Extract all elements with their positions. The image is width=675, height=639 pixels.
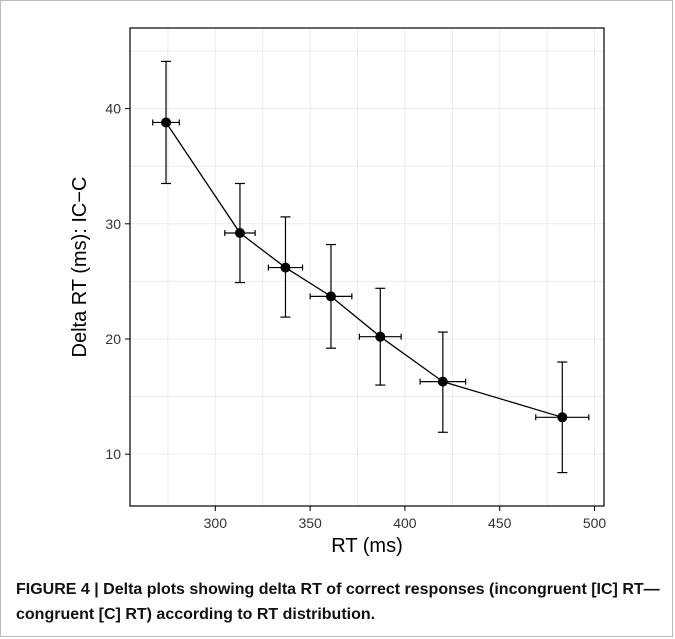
x-tick-label: 350 [298,515,322,531]
grid-lines [130,28,604,506]
axis-ticks: 300 350 400 450 500 10 20 30 40 [105,101,606,531]
data-point [234,228,245,239]
y-tick-label: 40 [105,101,121,117]
x-tick-label: 400 [393,515,417,531]
y-tick-label: 30 [105,216,121,232]
caption-text: Delta plots showing delta RT of correct … [16,581,660,623]
x-axis-label: RT (ms) [331,535,402,557]
y-tick-label: 20 [105,331,121,347]
y-axis-label: Delta RT (ms): IC−C [69,177,91,358]
figure-label: FIGURE 4 | [16,581,99,598]
data-points [161,117,568,423]
x-tick-label: 500 [583,515,607,531]
x-tick-label: 300 [204,515,228,531]
data-point [325,291,336,302]
figure-caption: FIGURE 4 | Delta plots showing delta RT … [16,577,666,627]
y-tick-label: 10 [105,446,121,462]
data-point [437,376,448,387]
data-point [375,331,386,342]
data-point [161,117,172,128]
data-point [557,412,568,423]
plot-area-frame [129,27,605,507]
x-tick-label: 450 [488,515,512,531]
delta-plot-chart: 300 350 400 450 500 10 20 30 40 RT (ms) Delta RT… [69,27,606,557]
error-bars [152,60,590,474]
data-point [280,262,291,273]
